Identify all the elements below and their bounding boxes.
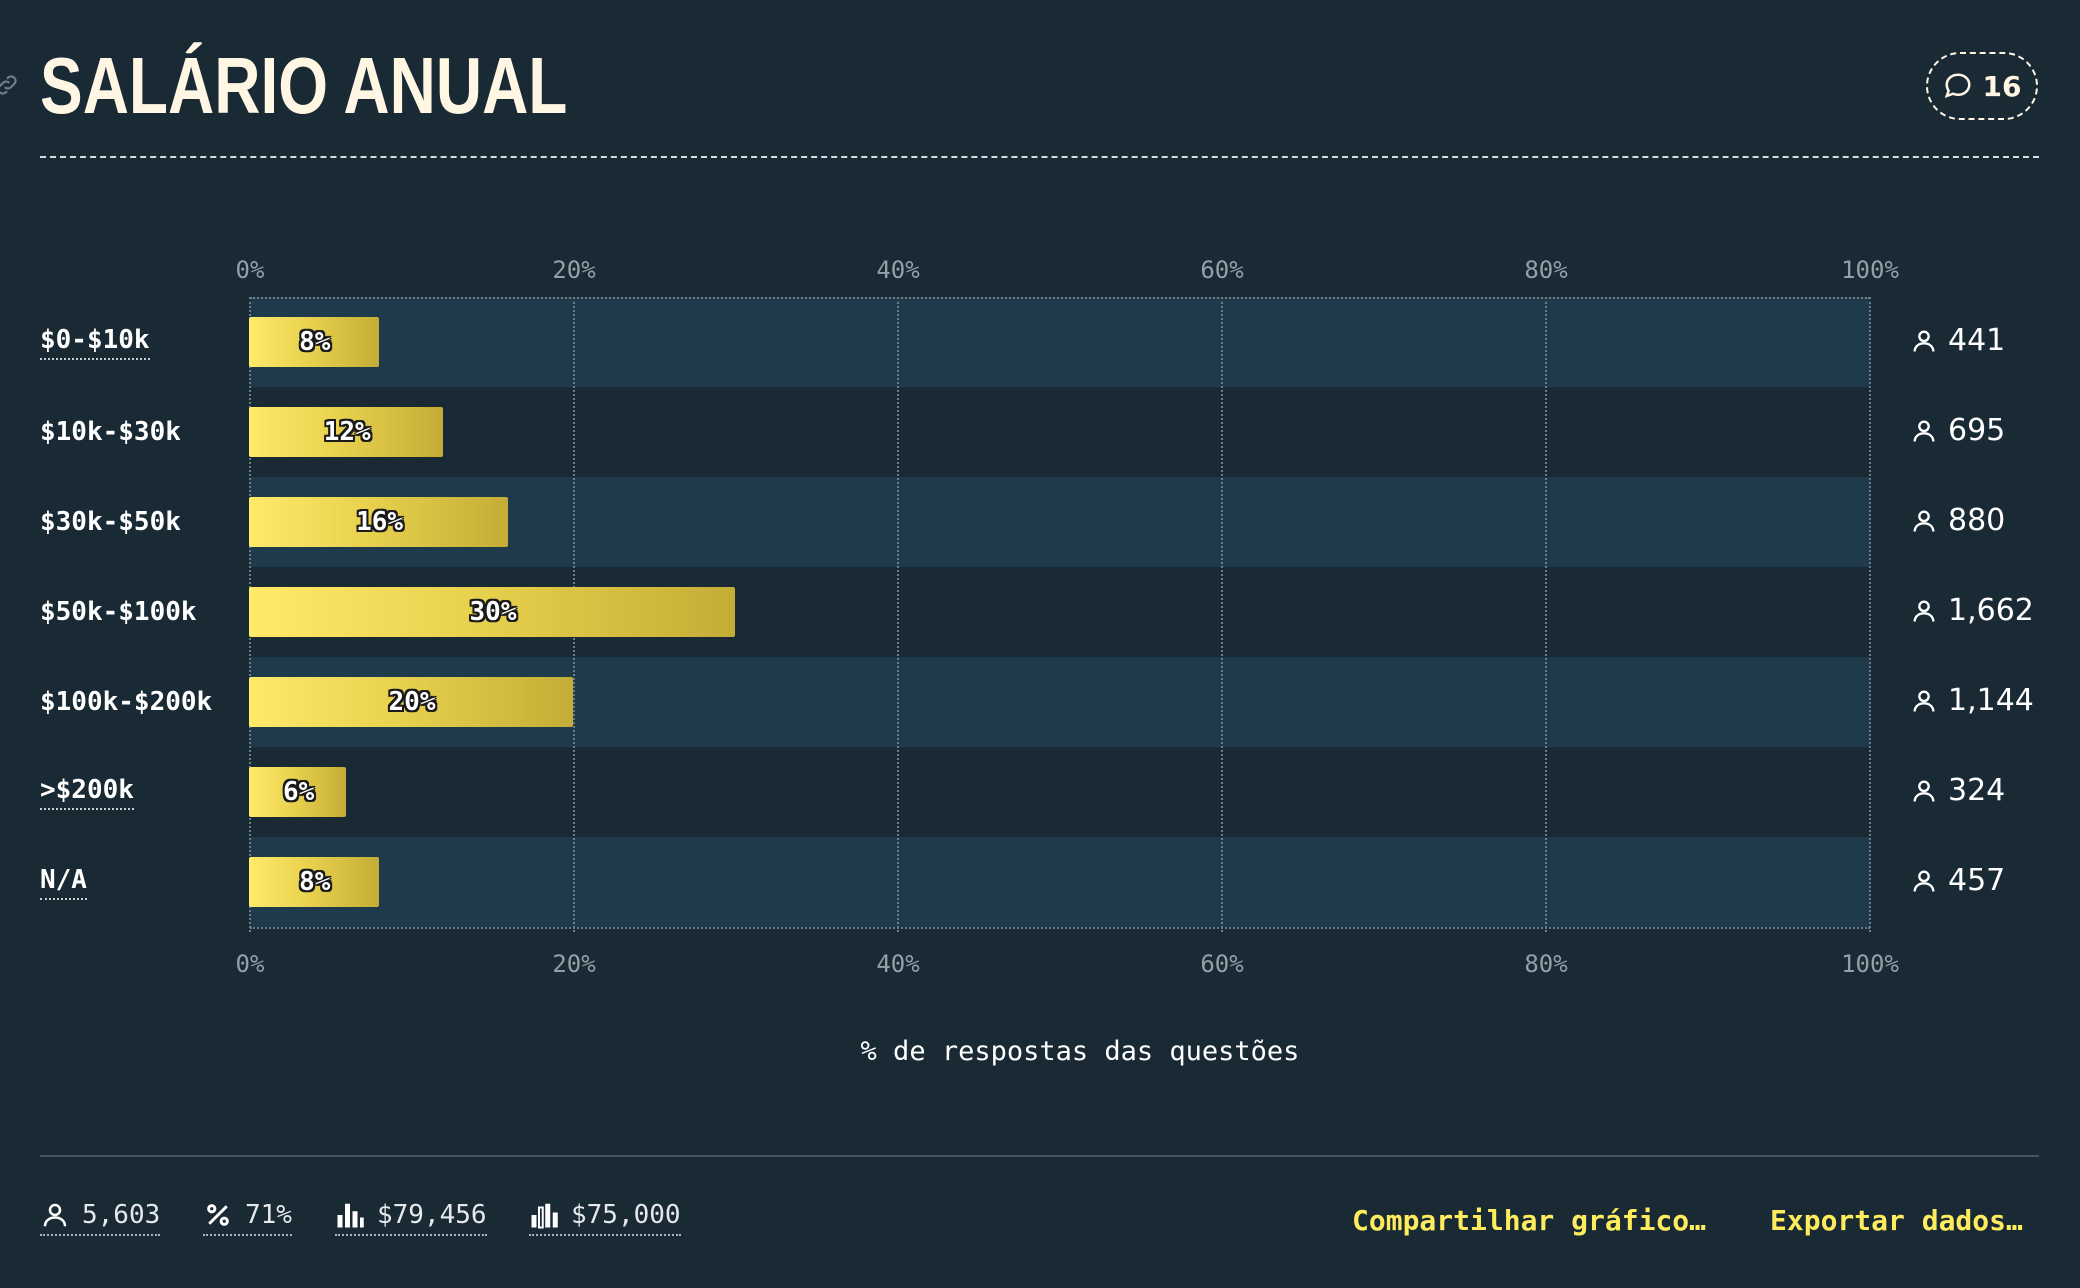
stat-median[interactable]: $75,000 xyxy=(529,1200,681,1236)
bar-value-label: 20% xyxy=(388,687,436,717)
bar[interactable] xyxy=(249,317,379,367)
respondent-count-value: 695 xyxy=(1948,413,2006,448)
stat-response-rate[interactable]: 71% xyxy=(203,1200,292,1236)
category-label: $10k-$30k xyxy=(40,417,181,447)
x-tick-label-top: 100% xyxy=(1841,256,1899,284)
comments-button[interactable]: 16 xyxy=(1926,52,2038,120)
share-chart-link[interactable]: Compartilhar gráfico… xyxy=(1352,1204,1707,1237)
category-label[interactable]: >$200k xyxy=(40,774,134,810)
x-tick-label-bottom: 0% xyxy=(235,950,265,978)
percent-icon xyxy=(207,1204,229,1226)
respondent-count-value: 1,662 xyxy=(1948,593,2034,628)
bar-value-label: 8% xyxy=(299,327,331,357)
x-tick-label-top: 40% xyxy=(876,256,920,284)
respondent-count: 441 xyxy=(1910,323,2005,358)
row-band xyxy=(250,477,1870,567)
stat-mean-value: $79,456 xyxy=(377,1200,487,1230)
respondent-count: 1,662 xyxy=(1910,593,2034,628)
x-tick-label-top: 20% xyxy=(552,256,596,284)
bottom-axis-line xyxy=(250,927,1870,929)
x-tick-label-bottom: 20% xyxy=(552,950,596,978)
person-icon xyxy=(1913,690,1935,712)
respondent-count: 880 xyxy=(1910,503,2005,538)
bar-value-label: 12% xyxy=(323,417,371,447)
respondent-count: 1,144 xyxy=(1910,683,2034,718)
stat-respondents[interactable]: 5,603 xyxy=(40,1200,161,1236)
respondent-count: 695 xyxy=(1910,413,2005,448)
median-bars-icon xyxy=(531,1203,558,1229)
person-icon xyxy=(1913,330,1935,352)
category-label[interactable]: $0-$10k xyxy=(40,324,150,360)
respondent-count: 324 xyxy=(1910,773,2005,808)
person-icon xyxy=(1913,510,1935,532)
person-icon xyxy=(1913,420,1935,442)
row-band xyxy=(250,747,1870,837)
gridline xyxy=(1545,297,1547,932)
gridline xyxy=(1221,297,1223,932)
x-tick-label-bottom: 40% xyxy=(876,950,920,978)
person-icon xyxy=(43,1203,67,1227)
respondent-count-value: 457 xyxy=(1948,863,2006,898)
stat-median-value: $75,000 xyxy=(571,1200,681,1230)
bar-value-label: 8% xyxy=(299,867,331,897)
stat-response-rate-value: 71% xyxy=(245,1200,292,1230)
footer-divider xyxy=(40,1155,2039,1157)
bar[interactable] xyxy=(249,407,444,457)
bar[interactable] xyxy=(249,857,379,907)
link-icon[interactable] xyxy=(0,72,20,98)
x-tick-label-top: 0% xyxy=(235,256,265,284)
bar-value-label: 16% xyxy=(356,507,404,537)
x-tick-label-top: 60% xyxy=(1200,256,1244,284)
comment-bubble-icon xyxy=(1944,73,1971,99)
category-label: $50k-$100k xyxy=(40,597,197,627)
respondent-count-value: 324 xyxy=(1948,773,2006,808)
row-band xyxy=(250,837,1870,927)
person-icon xyxy=(1913,780,1935,802)
bar-value-label: 30% xyxy=(469,597,517,627)
x-tick-label-bottom: 80% xyxy=(1524,950,1568,978)
x-tick-label-bottom: 100% xyxy=(1841,950,1899,978)
row-band xyxy=(250,297,1870,387)
gridline xyxy=(1869,297,1871,932)
bar[interactable] xyxy=(249,497,509,547)
x-tick-label-top: 80% xyxy=(1524,256,1568,284)
chart-title: SALÁRIO ANUAL xyxy=(40,41,568,130)
title-divider xyxy=(40,156,2039,158)
person-icon xyxy=(1913,600,1935,622)
bar[interactable] xyxy=(249,767,347,817)
bar[interactable] xyxy=(249,587,735,637)
stat-respondents-value: 5,603 xyxy=(82,1200,161,1230)
x-axis-title: % de respostas das questões xyxy=(860,1036,1300,1067)
category-label: $30k-$50k xyxy=(40,507,181,537)
bar[interactable] xyxy=(249,677,573,727)
top-axis-line xyxy=(250,297,1870,299)
respondent-count-value: 441 xyxy=(1948,323,2006,358)
bar-value-label: 6% xyxy=(282,777,315,807)
row-band xyxy=(250,387,1870,477)
person-icon xyxy=(1913,870,1935,892)
gridline xyxy=(897,297,899,932)
respondent-count-value: 880 xyxy=(1948,503,2006,538)
respondent-count: 457 xyxy=(1910,863,2005,898)
mean-bars-icon xyxy=(337,1203,364,1228)
stat-mean[interactable]: $79,456 xyxy=(335,1200,487,1236)
comment-count: 16 xyxy=(1982,69,2022,103)
category-label[interactable]: N/A xyxy=(40,864,87,900)
respondent-count-value: 1,144 xyxy=(1948,683,2034,718)
export-data-link[interactable]: Exportar dados… xyxy=(1770,1204,2023,1237)
category-label: $100k-$200k xyxy=(40,687,213,717)
x-tick-label-bottom: 60% xyxy=(1200,950,1244,978)
